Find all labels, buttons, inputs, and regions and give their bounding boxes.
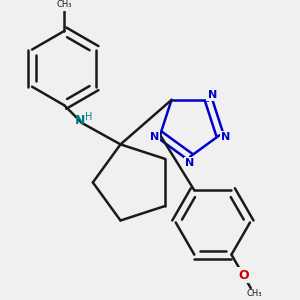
Text: CH₃: CH₃ (246, 289, 262, 298)
Text: O: O (238, 269, 249, 282)
Text: N: N (149, 132, 159, 142)
Text: N: N (221, 132, 230, 142)
Text: N: N (74, 114, 85, 127)
Text: N: N (185, 158, 195, 168)
Text: CH₃: CH₃ (56, 0, 72, 9)
Text: H: H (85, 112, 93, 122)
Text: N: N (208, 90, 217, 100)
